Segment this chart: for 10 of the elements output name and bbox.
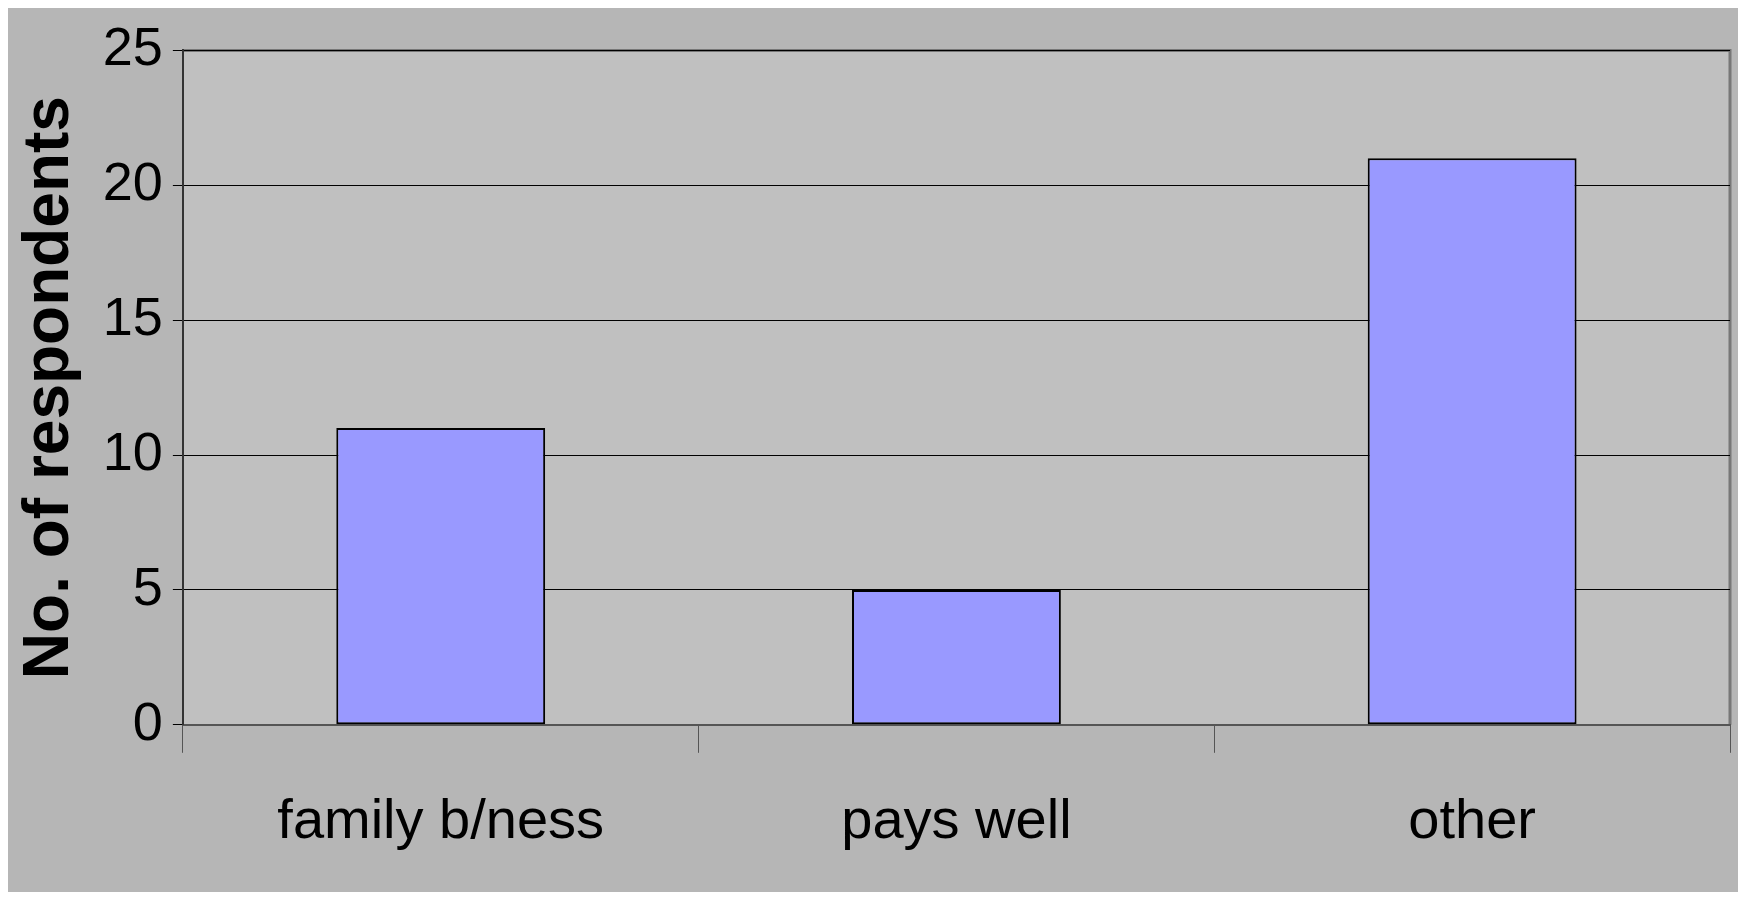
y-tick-label: 10 <box>102 420 163 481</box>
y-tick-label: 15 <box>102 286 163 347</box>
y-tick-label: 5 <box>132 555 163 616</box>
x-tick-label: pays well <box>841 786 1072 850</box>
y-axis-title: No. of respondents <box>10 96 83 680</box>
x-tick-label: other <box>1408 786 1536 850</box>
x-tick-label: family b/ness <box>277 786 605 850</box>
y-tick-label: 0 <box>132 690 163 751</box>
y-tick-label: 20 <box>102 151 163 212</box>
y-tick-label: 25 <box>102 16 163 77</box>
